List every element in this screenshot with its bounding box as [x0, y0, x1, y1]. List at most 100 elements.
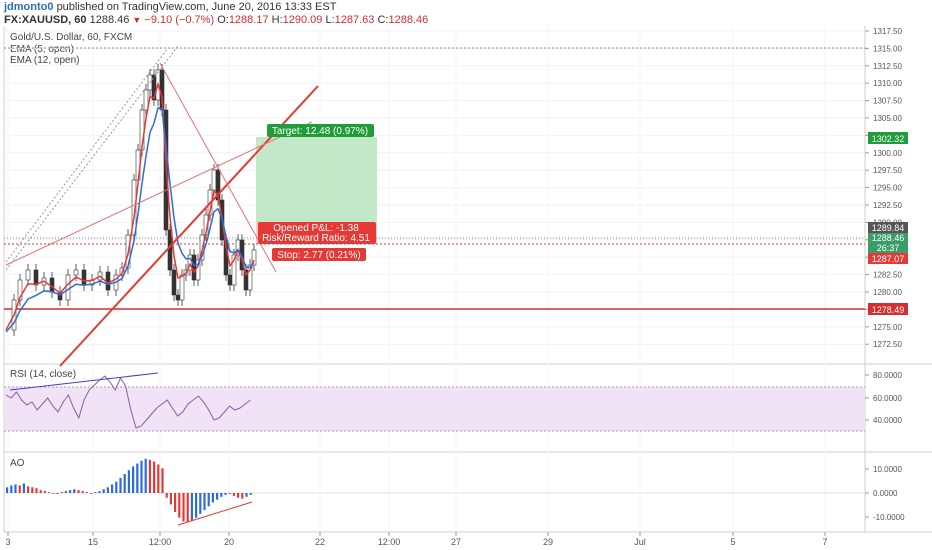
channel-line-upper: [5, 47, 169, 263]
candle-body: [215, 169, 221, 201]
ema5-legend: EMA (5, open): [10, 44, 74, 55]
stop-label-box[interactable]: [272, 248, 366, 261]
profit-zone[interactable]: [256, 137, 377, 222]
symbol-label: FX:XAUUSD, 60: [4, 14, 87, 26]
ao-bar: [169, 493, 172, 505]
ao-histogram: [6, 458, 252, 523]
low-value: 1287.63: [334, 14, 375, 26]
ao-bar: [178, 493, 181, 518]
time-tick-label: 7: [822, 537, 827, 547]
current-price-tag-text: 1289.84: [872, 223, 905, 233]
author-link[interactable]: jdmonto0: [4, 1, 54, 13]
high-value: 1290.09: [282, 14, 323, 26]
ao-tick-label: 0.0000: [873, 489, 898, 498]
price-tick-label: 1317.50: [873, 27, 902, 36]
stop-price-tag: [868, 253, 908, 264]
open-label: O:: [217, 14, 229, 26]
candle-body: [231, 254, 237, 286]
support-price-tag: [868, 303, 908, 315]
close-value: 1288.46: [388, 14, 429, 26]
time-tick-label: 3: [5, 537, 10, 547]
time-tick-label: 12:00: [378, 537, 401, 547]
ao-bar: [211, 493, 214, 503]
candle-body: [81, 269, 87, 286]
ao-tick-label: 10.0000: [873, 465, 902, 474]
ao-bar: [232, 493, 235, 496]
rsi-divergence-line[interactable]: [9, 372, 159, 391]
time-tick-label: Jul: [634, 537, 646, 547]
rsi-axis: 80.0000 60.0000 40.0000: [865, 371, 902, 425]
chart-header: jdmonto0 published on TradingView.com, J…: [0, 0, 932, 26]
trendline-descending[interactable]: [159, 62, 277, 273]
time-tick-label: 20: [224, 537, 234, 547]
ao-bar: [43, 491, 46, 493]
ao-bar: [106, 487, 109, 493]
time-tick-label: 29: [543, 537, 553, 547]
pnl-label-box[interactable]: [258, 222, 376, 244]
ao-legend: AO: [10, 458, 25, 469]
ao-bar: [144, 458, 147, 493]
ao-bar: [186, 493, 189, 523]
price-axis[interactable]: 1317.50 1315.00 1312.50 1310.00 1307.50 1305.…: [865, 27, 902, 349]
low-label: L:: [325, 14, 335, 26]
ao-bar: [77, 490, 80, 493]
rsi-tick-label: 60.0000: [873, 394, 902, 403]
target-label-box[interactable]: [267, 124, 374, 137]
ao-bar: [69, 490, 72, 493]
ao-bar: [39, 490, 42, 493]
price-tick-label: 1295.00: [873, 184, 902, 193]
ao-bar: [207, 493, 210, 507]
price-tick-label: 1307.50: [873, 97, 902, 106]
ao-bar: [136, 463, 139, 493]
price-tick-label: 1292.50: [873, 201, 902, 210]
price-tick-label: 1300.00: [873, 149, 902, 158]
candle-body: [25, 269, 31, 281]
target-price-tag: [868, 132, 908, 144]
time-axis[interactable]: 3 15 12:00 20 22 12:00 27 29 Jul 5 7: [5, 532, 828, 547]
close-price-tag: [868, 233, 908, 243]
ao-bar: [48, 492, 51, 493]
ao-bar: [157, 464, 160, 493]
ao-bar: [94, 492, 97, 493]
ao-bar: [10, 485, 13, 493]
ao-tick-label: -10.0000: [873, 513, 905, 522]
price-tick-label: 1280.00: [873, 288, 902, 297]
ao-bar: [35, 488, 38, 493]
channel-line-lower: [5, 45, 179, 271]
ao-bar: [119, 477, 122, 493]
stop-label: Stop: 2.77 (0.21%): [277, 250, 360, 261]
ao-bar: [90, 493, 93, 494]
ao-bar: [228, 493, 231, 494]
countdown-tag-text: 26:37: [877, 243, 900, 253]
candle-body: [191, 254, 197, 281]
ao-bar: [123, 474, 126, 493]
symbol-line: FX:XAUUSD, 60 1288.46 ▼ −9.10 (−0.7%) O:…: [4, 14, 428, 26]
down-arrow-icon: ▼: [132, 15, 142, 25]
ao-bar: [174, 493, 177, 512]
ao-bar: [241, 493, 244, 499]
candle-body: [57, 291, 63, 301]
candle-body: [247, 264, 253, 291]
ao-divergence-line[interactable]: [177, 501, 253, 526]
target-price-tag-text: 1302.32: [872, 134, 905, 144]
trendline-channel[interactable]: [5, 121, 313, 266]
candle-body: [17, 279, 23, 301]
ao-bar: [161, 468, 164, 493]
ao-bar: [203, 493, 206, 511]
rr-label: Risk/Reward Ratio: 4.51: [262, 233, 370, 244]
price-tick-label: 1310.00: [873, 79, 902, 88]
rsi-band: [4, 387, 865, 431]
price-tick-label: 1275.00: [873, 323, 902, 332]
open-value: 1288.17: [228, 14, 269, 26]
price-tick-label: 1297.50: [873, 166, 902, 175]
ao-bar: [6, 487, 9, 493]
ao-bar: [64, 491, 67, 493]
ao-bar: [220, 493, 223, 497]
close-label: C:: [377, 14, 389, 26]
candle-body: [175, 294, 181, 301]
ao-bar: [245, 493, 248, 497]
ao-bar: [31, 487, 34, 493]
time-tick-label: 27: [451, 537, 461, 547]
ao-bar: [153, 461, 156, 493]
